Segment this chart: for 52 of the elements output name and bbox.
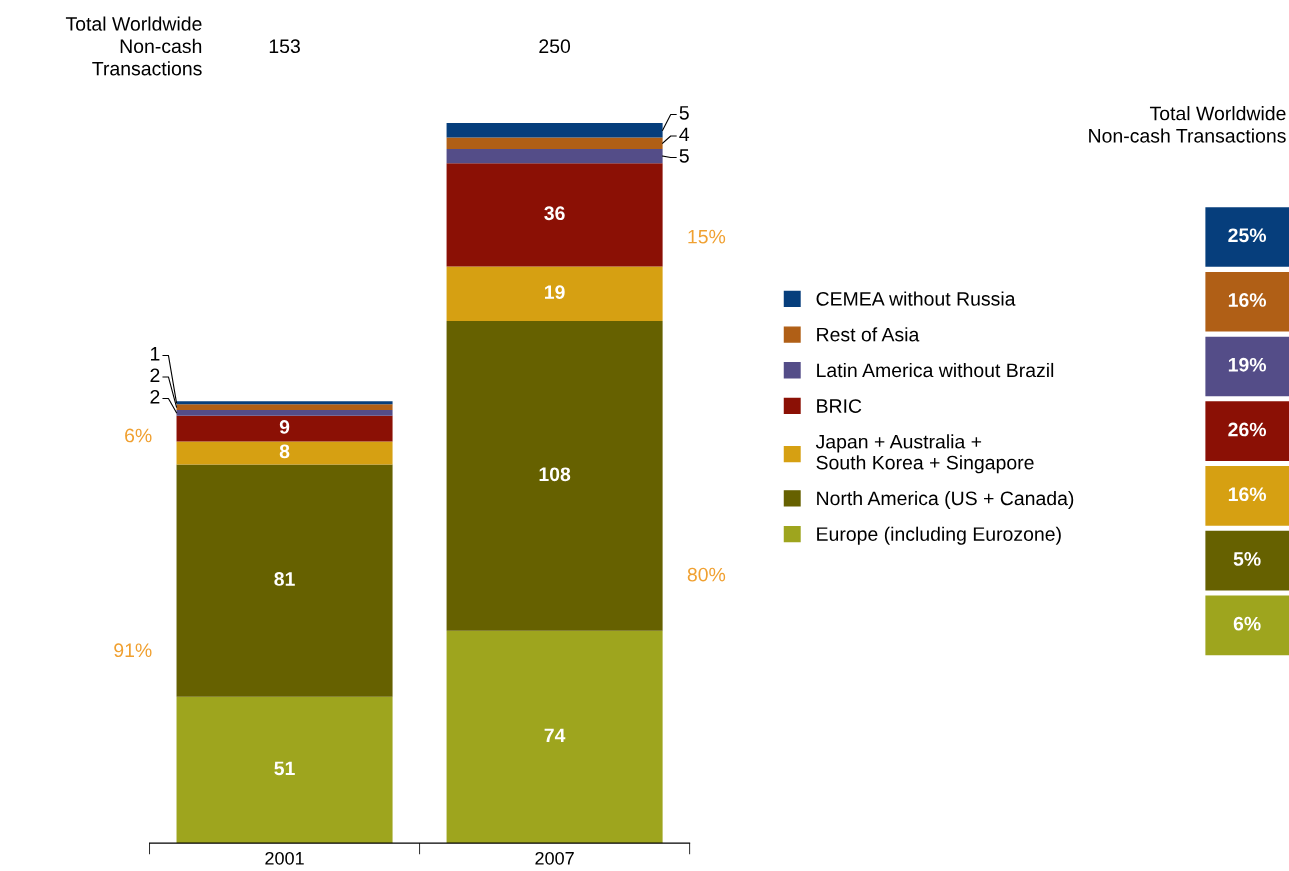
text: 16% xyxy=(1228,487,1267,502)
bar xyxy=(446,163,663,267)
bar xyxy=(446,148,663,164)
x-tick-label: 2007 xyxy=(535,851,574,865)
annotation: 80% xyxy=(687,567,726,582)
legend-label: North America (US + Canada) xyxy=(817,490,1074,510)
data-label: 2 xyxy=(150,368,160,382)
data-label: 108 xyxy=(539,467,571,482)
data-label: 2 xyxy=(150,389,160,404)
legend-label: Europe (including Eurozone) xyxy=(817,526,1061,545)
text: 153 xyxy=(269,39,300,54)
data-label: 1 xyxy=(151,347,160,361)
data-label: 81 xyxy=(274,572,295,586)
bar xyxy=(446,630,663,844)
data-label: 4 xyxy=(679,127,690,142)
text: 19% xyxy=(1228,357,1267,372)
bar xyxy=(176,464,393,697)
bar xyxy=(176,409,393,416)
data-label: 36 xyxy=(544,206,565,221)
bar xyxy=(446,266,663,322)
legend-label: BRIC xyxy=(817,399,862,413)
x-tick-label: 2001 xyxy=(265,851,304,865)
data-label: 51 xyxy=(274,761,295,776)
annotation: 91% xyxy=(114,643,152,658)
data-label: 5 xyxy=(679,106,689,120)
data-label: 74 xyxy=(544,728,566,743)
bar xyxy=(446,137,663,149)
text: 25% xyxy=(1228,228,1267,243)
annotation: 6% xyxy=(125,428,152,443)
text: 16% xyxy=(1228,293,1267,307)
text: 5% xyxy=(1233,552,1261,566)
bar xyxy=(446,321,663,631)
data-label: 5 xyxy=(679,149,689,163)
bar xyxy=(176,441,393,465)
text: Total Worldwide Non-cash Transactions xyxy=(65,16,202,76)
data-label: 19 xyxy=(545,285,565,299)
bar xyxy=(176,696,393,844)
text: 6% xyxy=(1233,616,1261,631)
bar xyxy=(176,415,393,442)
text: 250 xyxy=(539,39,571,54)
annotation: 15% xyxy=(688,229,726,244)
text: 26% xyxy=(1228,422,1267,437)
data-label: 9 xyxy=(279,420,290,434)
bar xyxy=(176,401,393,405)
legend-label: Latin America without Brazil xyxy=(817,362,1054,378)
text: Total Worldwide Non-cash Transactions xyxy=(1089,106,1286,143)
legend-label: Rest of Asia xyxy=(817,327,920,342)
legend-label: Japan + Australia + South Korea + Singapore xyxy=(815,434,1034,474)
bar xyxy=(176,404,393,410)
legend-label: CEMEA without Russia xyxy=(816,291,1016,306)
bar xyxy=(446,123,663,138)
data-label: 8 xyxy=(279,444,290,459)
